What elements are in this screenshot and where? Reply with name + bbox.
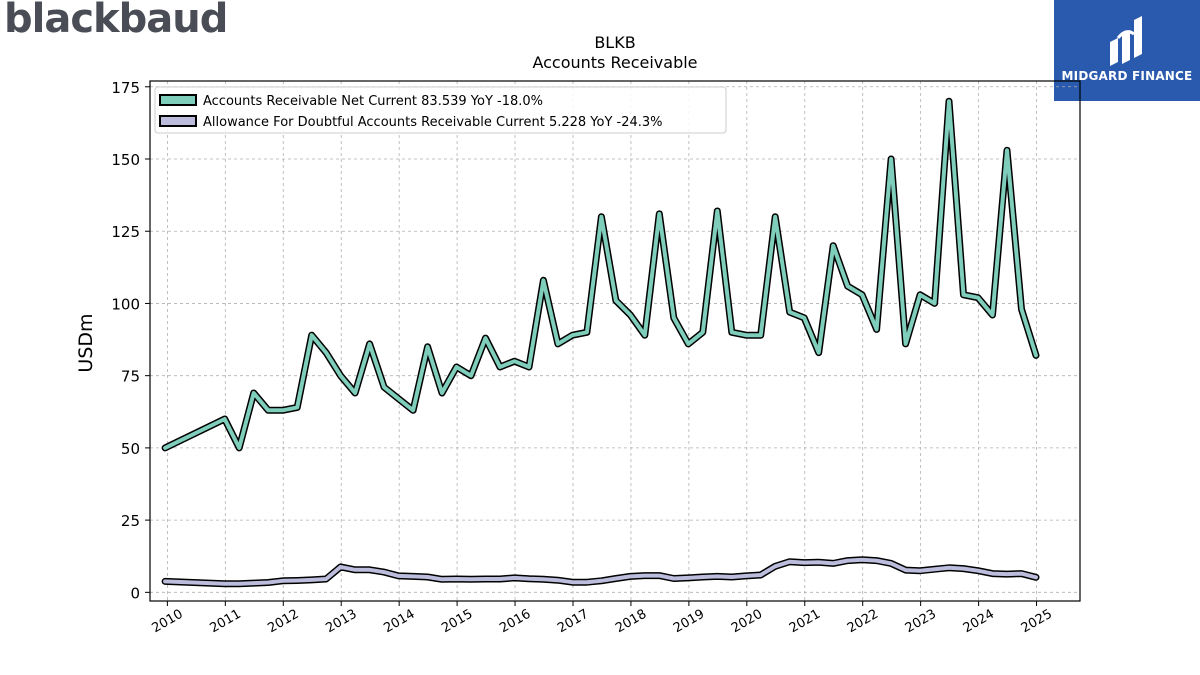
y-tick-label: 50 bbox=[121, 440, 140, 458]
y-axis-label: USDm bbox=[75, 313, 97, 372]
y-tick-label: 25 bbox=[121, 512, 140, 530]
y-tick-label: 125 bbox=[111, 223, 140, 241]
x-tick-label: 2012 bbox=[265, 607, 301, 637]
legend-label-1: Accounts Receivable Net Current 83.539 Y… bbox=[203, 94, 543, 109]
x-tick-label: 2019 bbox=[671, 607, 707, 637]
y-tick-label: 150 bbox=[111, 151, 140, 169]
legend-label-2: Allowance For Doubtful Accounts Receivab… bbox=[203, 115, 663, 130]
x-tick-label: 2022 bbox=[845, 607, 881, 637]
x-tick-label: 2013 bbox=[323, 607, 359, 637]
legend-swatch-2 bbox=[159, 115, 197, 127]
x-tick-label: 2011 bbox=[207, 607, 243, 637]
y-tick-label: 100 bbox=[111, 295, 140, 313]
chart-title: BLKB bbox=[594, 33, 636, 52]
legend-box bbox=[154, 86, 727, 134]
x-tick-label: 2021 bbox=[787, 607, 823, 637]
logo-text: MIDGARD FINANCE bbox=[1061, 69, 1193, 83]
series-1-line bbox=[163, 99, 1038, 450]
x-tick-label: 2017 bbox=[555, 607, 591, 637]
x-tick-label: 2024 bbox=[961, 607, 997, 637]
x-tick-label: 2014 bbox=[381, 607, 417, 637]
x-tick-label: 2025 bbox=[1019, 607, 1055, 637]
x-tick-label: 2023 bbox=[903, 607, 939, 637]
plot-frame bbox=[149, 80, 1081, 602]
series-1-outline bbox=[161, 97, 1040, 452]
chart-subtitle: Accounts Receivable bbox=[532, 53, 698, 72]
x-tick-label: 2016 bbox=[497, 607, 533, 637]
series-2-line bbox=[163, 557, 1038, 586]
midgard-mark-icon bbox=[1110, 16, 1142, 66]
y-tick-label: 175 bbox=[111, 79, 140, 97]
x-tick-label: 2010 bbox=[150, 607, 186, 637]
x-tick-label: 2020 bbox=[729, 607, 765, 637]
blackbaud-logo: blackbaud bbox=[4, 0, 228, 42]
y-tick-label: 0 bbox=[130, 584, 140, 602]
x-tick-label: 2018 bbox=[613, 607, 649, 637]
legend-swatch-1 bbox=[159, 94, 197, 106]
midgard-finance-logo: MIDGARD FINANCE bbox=[1054, 0, 1200, 101]
y-tick-label: 75 bbox=[121, 368, 140, 386]
x-tick-label: 2015 bbox=[439, 607, 475, 637]
